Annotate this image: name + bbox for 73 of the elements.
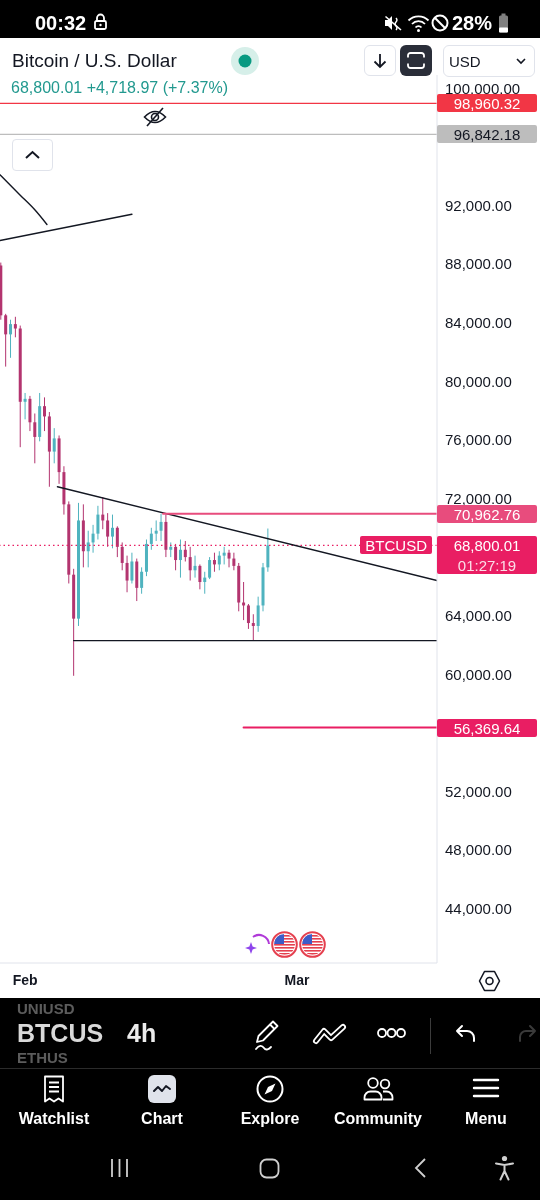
chart-title: Bitcoin / U.S. Dollar [12, 50, 177, 71]
price-tag: 68,800.01 01:27:19 [437, 536, 537, 575]
candlestick [256, 596, 260, 633]
price-tag: 70,962.76 [437, 504, 537, 523]
text: UNIUSD [17, 1000, 75, 1017]
y-tick-label: 100,000.00 [445, 79, 521, 97]
symbol-tag: BTCUSD [360, 536, 432, 555]
candlestick [9, 319, 13, 359]
x-tick-label: Feb [12, 971, 38, 988]
y-tick-label: 88,000.00 [445, 255, 512, 273]
y-tick-label: 44,000.00 [445, 900, 512, 918]
candlestick [159, 513, 163, 542]
candlestick [120, 541, 124, 571]
candlestick [251, 613, 255, 642]
text: Watchlist [18, 1110, 90, 1127]
candlestick [115, 525, 119, 558]
text: Community [334, 1110, 422, 1127]
x-tick-label: Mar [284, 971, 310, 988]
candlestick [43, 396, 47, 432]
candlestick [4, 313, 8, 368]
candlestick [52, 427, 56, 464]
y-tick-label: 76,000.00 [445, 431, 512, 449]
price-tag: 96,842.18 [437, 125, 537, 144]
candlestick [217, 550, 221, 571]
text: 28% [452, 12, 493, 34]
candlestick [203, 571, 207, 595]
candlestick [154, 519, 158, 542]
candlestick [212, 552, 216, 573]
candlestick [33, 413, 37, 464]
candlestick [96, 505, 100, 541]
y-tick-label: 72,000.00 [445, 489, 512, 507]
candlestick [13, 316, 17, 338]
candlestick [183, 540, 187, 562]
candlestick [246, 603, 250, 630]
candlestick [188, 546, 192, 582]
price-tag: 56,369.64 [437, 718, 537, 737]
text: ETHUS [17, 1049, 68, 1066]
y-tick-label: 92,000.00 [445, 196, 512, 214]
candlestick [198, 563, 202, 590]
candlestick [140, 566, 144, 595]
chart-subtitle: 68,800.01 +4,718.97 (+7.37%) [11, 79, 229, 96]
candlestick [208, 556, 212, 580]
y-tick-label: 84,000.00 [445, 313, 512, 331]
text: 00:32 [35, 12, 87, 34]
y-tick-label: 64,000.00 [445, 607, 512, 625]
y-tick-label: 60,000.00 [445, 665, 512, 683]
candlestick [178, 539, 182, 579]
text: USD [449, 53, 481, 70]
ref-line-label: 68,800.01 [452, 537, 522, 555]
candlestick [130, 552, 134, 584]
candlestick [232, 552, 236, 571]
candlestick [149, 527, 153, 551]
y-tick-label: 80,000.00 [445, 372, 512, 390]
candlestick [266, 528, 270, 573]
text: Explore [240, 1110, 300, 1127]
candlestick [86, 530, 90, 568]
text: Chart [141, 1110, 183, 1127]
candlestick [110, 514, 114, 549]
candlestick [193, 555, 197, 579]
candlestick [91, 524, 95, 554]
price-tag: 98,960.32 [437, 94, 537, 113]
text: 4h [127, 1019, 157, 1047]
annotation: BTCUSD [365, 537, 427, 555]
candlestick [23, 392, 27, 420]
text: Menu [465, 1110, 507, 1127]
candlestick [106, 512, 110, 548]
candlestick [227, 549, 231, 568]
y-tick-label: 52,000.00 [445, 782, 512, 800]
candlestick [125, 555, 129, 593]
candlestick [174, 543, 178, 571]
text: BTCUS [17, 1019, 104, 1047]
candlestick [28, 395, 32, 432]
y-tick-label: 48,000.00 [445, 841, 512, 859]
